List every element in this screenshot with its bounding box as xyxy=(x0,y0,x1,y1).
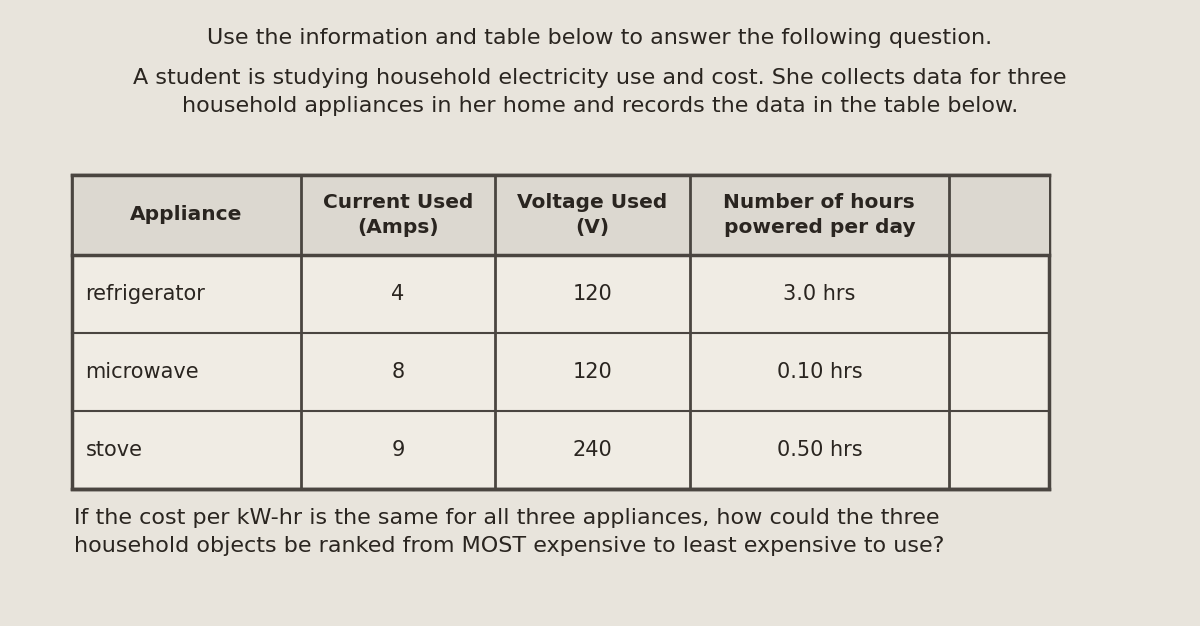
Text: A student is studying household electricity use and cost. She collects data for : A student is studying household electric… xyxy=(133,68,1067,116)
Text: 0.10 hrs: 0.10 hrs xyxy=(776,362,862,382)
Text: Voltage Used
(V): Voltage Used (V) xyxy=(517,193,667,237)
Text: Current Used
(Amps): Current Used (Amps) xyxy=(323,193,473,237)
Text: Number of hours
powered per day: Number of hours powered per day xyxy=(724,193,916,237)
Text: Appliance: Appliance xyxy=(130,205,242,225)
Text: 4: 4 xyxy=(391,284,404,304)
Text: 120: 120 xyxy=(572,284,612,304)
Text: If the cost per kW-hr is the same for all three appliances, how could the three
: If the cost per kW-hr is the same for al… xyxy=(73,508,944,556)
Text: 120: 120 xyxy=(572,362,612,382)
Text: 8: 8 xyxy=(391,362,404,382)
Text: 9: 9 xyxy=(391,440,404,460)
Text: 3.0 hrs: 3.0 hrs xyxy=(784,284,856,304)
Bar xyxy=(72,175,1049,255)
Text: stove: stove xyxy=(85,440,143,460)
Text: 240: 240 xyxy=(572,440,612,460)
Text: microwave: microwave xyxy=(85,362,199,382)
Text: refrigerator: refrigerator xyxy=(85,284,205,304)
Text: Use the information and table below to answer the following question.: Use the information and table below to a… xyxy=(208,28,992,48)
Bar xyxy=(72,175,1049,489)
Text: 0.50 hrs: 0.50 hrs xyxy=(776,440,862,460)
